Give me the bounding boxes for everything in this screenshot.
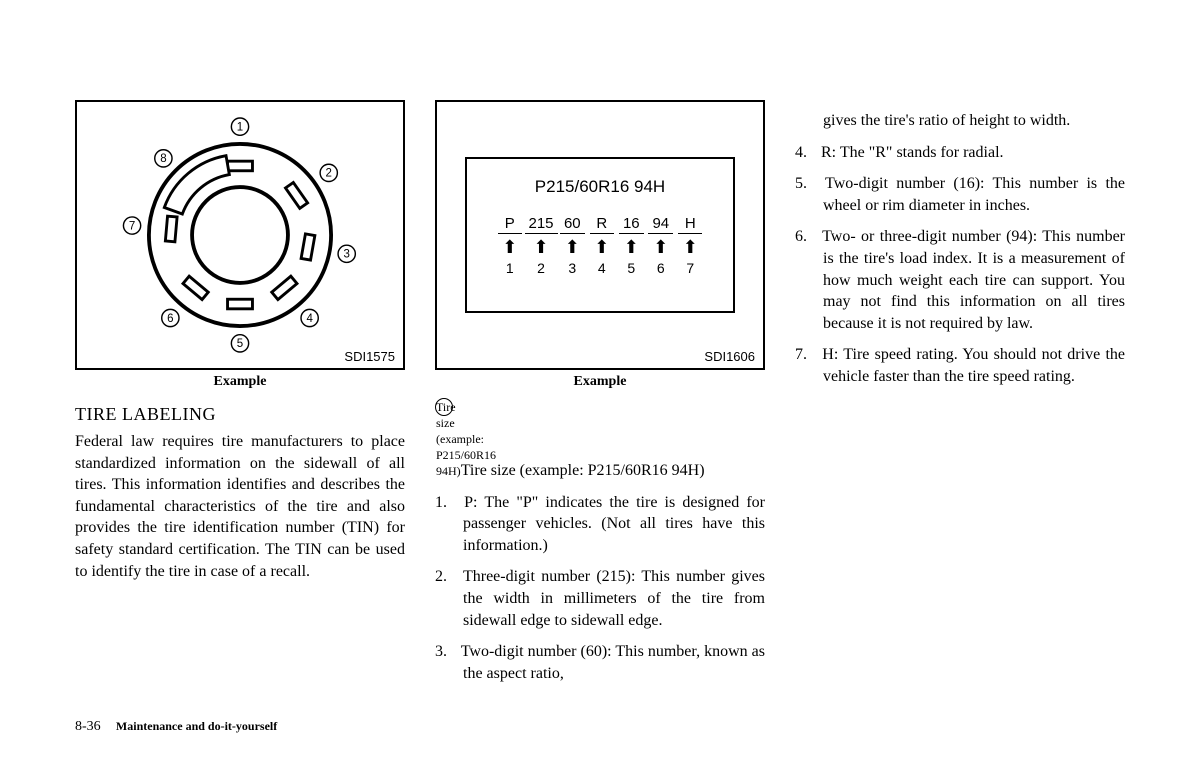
column-1: 1 2 3 4 5 6 7 8 SDI1575 Example TIRE LABELING F…	[75, 100, 405, 694]
up-arrow-icon: ⬆	[495, 238, 525, 258]
code-label: R	[590, 215, 614, 234]
up-arrow-icon: ⬆	[646, 238, 676, 258]
up-arrow-icon: ⬆	[525, 238, 558, 258]
svg-text:6: 6	[167, 313, 173, 325]
code-index: 3	[558, 260, 588, 276]
code-index: 5	[617, 260, 647, 276]
tire-code-item: 60 ⬆ 3	[558, 215, 588, 276]
figure-tire-code: P215/60R16 94H P⬆1215⬆260⬆3R⬆416⬆594⬆6H⬆…	[435, 100, 765, 370]
intro-paragraph: Federal law requires tire manufacturers …	[75, 431, 405, 582]
list-col2: Tire size (example: P215/60R16 94H) Tire…	[435, 398, 765, 694]
code-index: 7	[676, 260, 706, 276]
list-item: 1. P: The "P" indicates the tire is desi…	[435, 492, 765, 557]
figure1-caption: Example	[75, 374, 405, 390]
list-text: H: Tire speed rating. You should not dri…	[822, 346, 1125, 385]
code-index: 1	[495, 260, 525, 276]
svg-text:1: 1	[237, 121, 243, 133]
list-text: Two- or three-digit number (94): This nu…	[822, 228, 1125, 331]
code-label: 16	[619, 215, 644, 234]
list-text: Tire size (example: P215/60R16 94H)	[461, 462, 705, 479]
code-index: 4	[587, 260, 617, 276]
tire-ring-svg: 1 2 3 4 5 6 7 8	[77, 102, 403, 368]
code-label: 215	[525, 215, 558, 234]
svg-text:8: 8	[160, 153, 166, 165]
figure2-id: SDI1606	[704, 349, 755, 364]
section-heading: TIRE LABELING	[75, 404, 405, 425]
up-arrow-icon: ⬆	[617, 238, 647, 258]
tire-code-item: H ⬆ 7	[676, 215, 706, 276]
code-label: 94	[648, 215, 673, 234]
list-item: 3. Two-digit number (60): This number, k…	[435, 641, 765, 684]
column-2: P215/60R16 94H P⬆1215⬆260⬆3R⬆416⬆594⬆6H⬆…	[435, 100, 765, 694]
svg-text:4: 4	[306, 313, 313, 325]
list-item: 7. H: Tire speed rating. You should not …	[795, 344, 1125, 387]
code-label: P	[498, 215, 522, 234]
svg-text:5: 5	[237, 338, 243, 350]
list-item: 2. Three-digit number (215): This number…	[435, 566, 765, 631]
tire-code-box: P215/60R16 94H P⬆1215⬆260⬆3R⬆416⬆594⬆6H⬆…	[465, 157, 735, 313]
list-text: gives the tire's ratio of height to widt…	[823, 112, 1070, 129]
figure1-id: SDI1575	[344, 349, 395, 364]
section-name: Maintenance and do-it-yourself	[116, 719, 277, 733]
list-item: 5. Two-digit number (16): This number is…	[795, 173, 1125, 216]
page-columns: 12345678 SDI1575 Example TIRE LABELING F…	[75, 100, 1125, 694]
up-arrow-icon: ⬆	[676, 238, 706, 258]
list-text: Three-digit number (215): This number gi…	[463, 568, 765, 628]
tire-code-item: P ⬆ 1	[495, 215, 525, 276]
tire-code-item: 215 ⬆ 2	[525, 215, 558, 276]
code-label: H	[678, 215, 702, 234]
tire-code-item: R ⬆ 4	[587, 215, 617, 276]
code-label: 60	[560, 215, 585, 234]
list-col3: gives the tire's ratio of height to widt…	[795, 110, 1125, 398]
list-text: R: The "R" stands for radial.	[821, 144, 1004, 161]
column-3: gives the tire's ratio of height to widt…	[795, 100, 1125, 694]
list-text: Two-digit number (60): This number, know…	[461, 643, 765, 682]
list-item: gives the tire's ratio of height to widt…	[795, 110, 1125, 132]
list-text: P: The "P" indicates the tire is designe…	[463, 494, 765, 554]
page-number: 8-36	[75, 719, 101, 734]
list-text: Two-digit number (16): This number is th…	[823, 175, 1125, 214]
figure2-caption: Example	[435, 374, 765, 390]
list-item: 6. Two- or three-digit number (94): This…	[795, 226, 1125, 334]
page-footer: 8-36 Maintenance and do-it-yourself	[75, 718, 277, 735]
tire-code-item: 16 ⬆ 5	[617, 215, 647, 276]
tire-code-item: 94 ⬆ 6	[646, 215, 676, 276]
up-arrow-icon: ⬆	[587, 238, 617, 258]
list-item: 4. R: The "R" stands for radial.	[795, 142, 1125, 164]
list-item: Tire size (example: P215/60R16 94H) Tire…	[435, 398, 765, 482]
tire-code-title: P215/60R16 94H	[487, 177, 713, 197]
figure-tire-ring: 1 2 3 4 5 6 7 8 SDI1575	[75, 100, 405, 370]
code-index: 2	[525, 260, 558, 276]
svg-text:3: 3	[343, 249, 349, 261]
svg-text:7: 7	[129, 220, 135, 232]
up-arrow-icon: ⬆	[558, 238, 588, 258]
tire-code-row: P⬆1215⬆260⬆3R⬆416⬆594⬆6H⬆7	[487, 215, 713, 276]
svg-text:2: 2	[326, 168, 332, 180]
code-index: 6	[646, 260, 676, 276]
